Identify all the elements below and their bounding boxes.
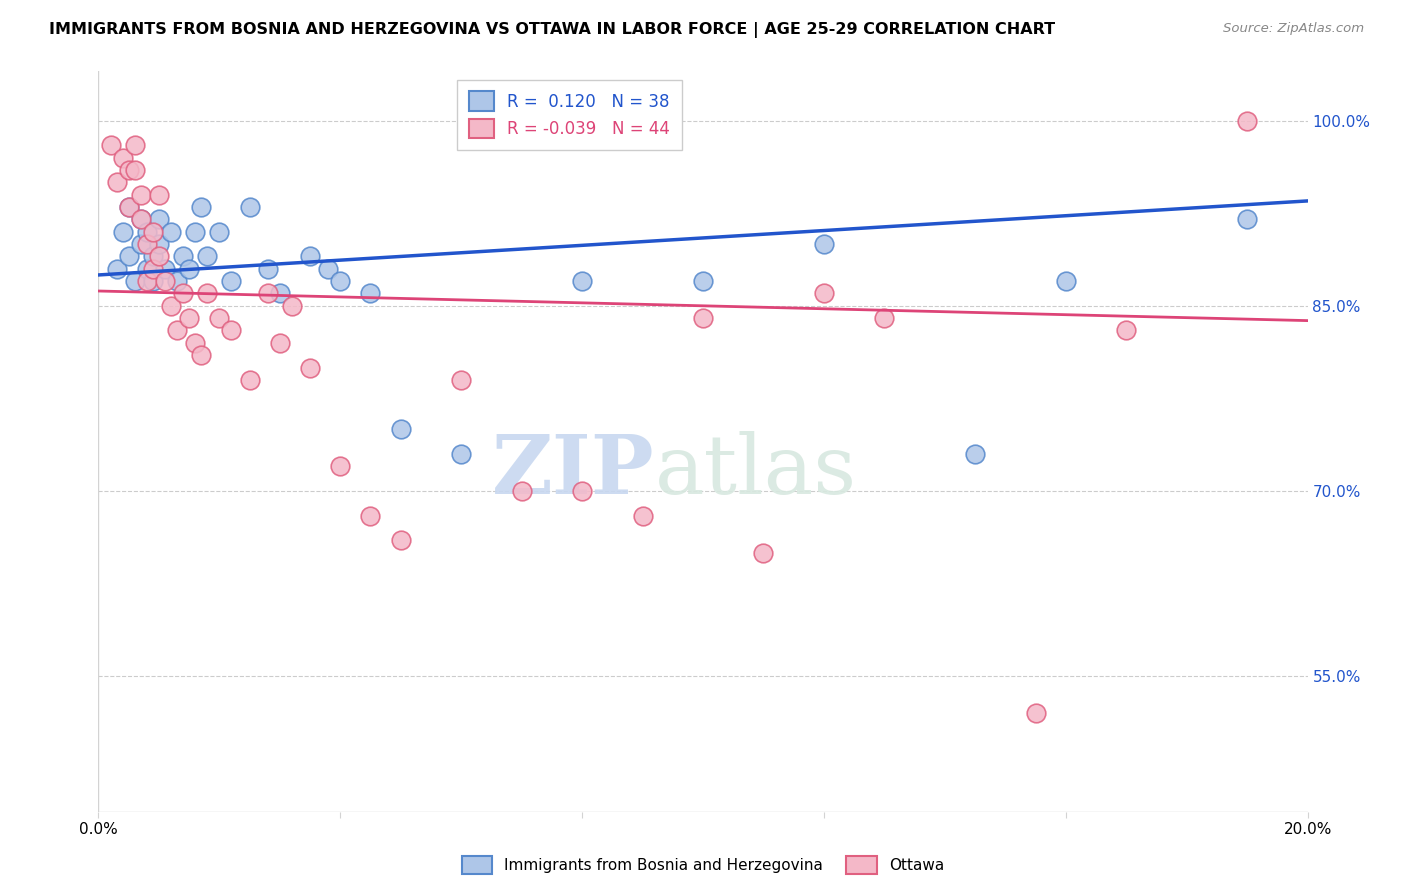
Point: [118, 250, 141, 264]
Point: [571, 483, 593, 498]
Point: [142, 250, 165, 264]
Point: [1054, 274, 1077, 288]
Point: [1024, 706, 1046, 720]
Point: [105, 261, 128, 276]
Point: [111, 225, 134, 239]
Point: [1115, 324, 1137, 338]
Point: [873, 311, 896, 326]
Text: Source: ZipAtlas.com: Source: ZipAtlas.com: [1223, 22, 1364, 36]
Point: [256, 261, 278, 276]
Text: ZIP: ZIP: [492, 431, 655, 511]
Point: [221, 274, 243, 288]
Point: [813, 286, 835, 301]
Point: [118, 200, 141, 214]
Point: [1236, 113, 1258, 128]
Point: [571, 274, 593, 288]
Legend: Immigrants from Bosnia and Herzegovina, Ottawa: Immigrants from Bosnia and Herzegovina, …: [456, 850, 950, 880]
Point: [153, 261, 176, 276]
Point: [179, 311, 201, 326]
Point: [450, 447, 472, 461]
Point: [329, 274, 352, 288]
Point: [450, 373, 472, 387]
Point: [329, 459, 352, 474]
Point: [316, 261, 339, 276]
Point: [1236, 212, 1258, 227]
Point: [100, 138, 122, 153]
Point: [269, 286, 291, 301]
Point: [360, 508, 382, 523]
Point: [239, 200, 262, 214]
Point: [179, 261, 201, 276]
Point: [160, 299, 183, 313]
Point: [510, 483, 533, 498]
Point: [389, 422, 412, 436]
Point: [111, 151, 134, 165]
Point: [692, 274, 714, 288]
Point: [135, 237, 157, 252]
Point: [129, 212, 152, 227]
Point: [148, 212, 170, 227]
Point: [142, 274, 165, 288]
Point: [148, 237, 170, 252]
Point: [148, 250, 170, 264]
Point: [256, 286, 278, 301]
Text: atlas: atlas: [655, 431, 856, 511]
Point: [153, 274, 176, 288]
Point: [184, 225, 207, 239]
Point: [269, 335, 291, 350]
Point: [195, 286, 218, 301]
Point: [389, 533, 412, 548]
Point: [631, 508, 654, 523]
Point: [752, 546, 775, 560]
Point: [160, 225, 183, 239]
Point: [239, 373, 262, 387]
Point: [148, 187, 170, 202]
Point: [135, 225, 157, 239]
Point: [965, 447, 987, 461]
Point: [692, 311, 714, 326]
Point: [195, 250, 218, 264]
Point: [129, 212, 152, 227]
Point: [208, 311, 231, 326]
Point: [166, 274, 188, 288]
Point: [124, 163, 146, 178]
Point: [142, 261, 165, 276]
Point: [813, 237, 835, 252]
Point: [172, 250, 194, 264]
Point: [142, 225, 165, 239]
Point: [105, 176, 128, 190]
Point: [299, 360, 322, 375]
Point: [208, 225, 231, 239]
Point: [124, 138, 146, 153]
Point: [299, 250, 322, 264]
Point: [135, 261, 157, 276]
Point: [281, 299, 304, 313]
Point: [124, 274, 146, 288]
Point: [129, 187, 152, 202]
Point: [184, 335, 207, 350]
Point: [172, 286, 194, 301]
Point: [135, 274, 157, 288]
Point: [360, 286, 382, 301]
Point: [118, 163, 141, 178]
Point: [129, 237, 152, 252]
Point: [190, 200, 212, 214]
Text: IMMIGRANTS FROM BOSNIA AND HERZEGOVINA VS OTTAWA IN LABOR FORCE | AGE 25-29 CORR: IMMIGRANTS FROM BOSNIA AND HERZEGOVINA V…: [49, 22, 1056, 38]
Point: [118, 200, 141, 214]
Point: [221, 324, 243, 338]
Point: [190, 348, 212, 362]
Point: [166, 324, 188, 338]
Legend: R =  0.120   N = 38, R = -0.039   N = 44: R = 0.120 N = 38, R = -0.039 N = 44: [457, 79, 682, 150]
